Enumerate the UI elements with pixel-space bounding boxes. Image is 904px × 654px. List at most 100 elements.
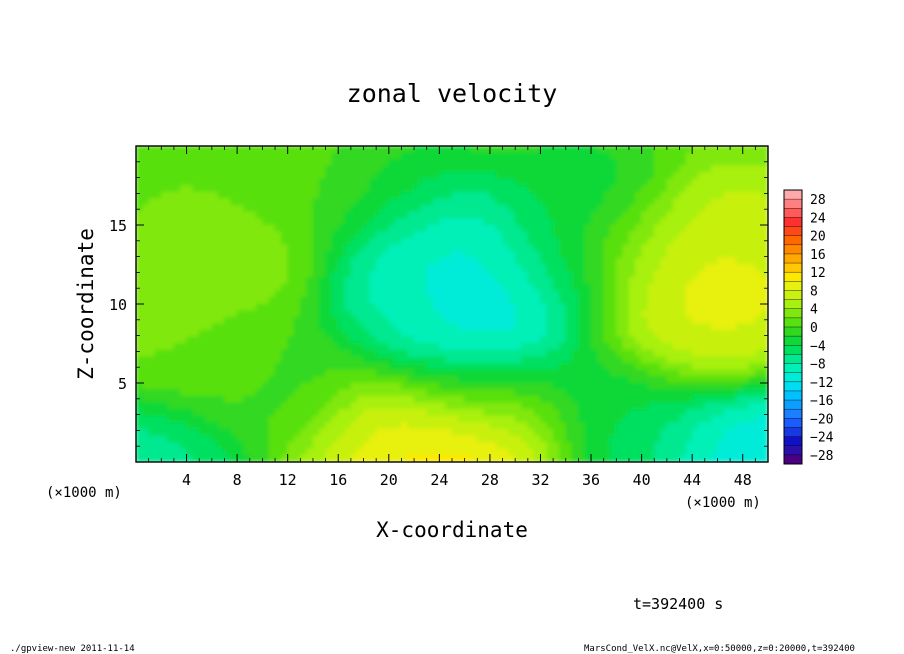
heatmap-cell [167, 204, 175, 213]
heatmap-cell [508, 441, 516, 450]
heatmap-cell [293, 211, 301, 219]
heatmap-cell [597, 310, 604, 318]
heatmap-cell [167, 237, 175, 246]
heatmap-cell [388, 428, 396, 436]
heatmap-cell [622, 422, 630, 430]
heatmap-cell [375, 336, 383, 344]
heatmap-cell [470, 277, 478, 285]
heatmap-cell [672, 448, 680, 456]
heatmap-cell [666, 336, 674, 344]
heatmap-cell [458, 198, 465, 206]
heatmap-cell [704, 178, 712, 186]
heatmap-cell [559, 415, 567, 423]
heatmap-cell [704, 152, 712, 160]
heatmap-cell [179, 389, 187, 397]
heatmap-cell [306, 435, 314, 443]
heatmap-cell [318, 448, 326, 456]
heatmap-cell [723, 441, 731, 450]
heatmap-cell [736, 204, 744, 213]
heatmap-cell [502, 237, 510, 246]
heatmap-cell [521, 382, 529, 390]
heatmap-cell [603, 191, 611, 199]
heatmap-cell [179, 231, 187, 239]
heatmap-cell [198, 270, 206, 278]
heatmap-cell [540, 395, 548, 404]
heatmap-cell [470, 165, 478, 173]
heatmap-cell [375, 277, 383, 285]
heatmap-cell [628, 330, 636, 338]
heatmap-cell [173, 310, 181, 318]
heatmap-cell [186, 211, 194, 219]
heatmap-cell [217, 178, 225, 186]
heatmap-cell [578, 277, 586, 285]
heatmap-cell [495, 231, 503, 239]
heatmap-cell [160, 204, 168, 213]
heatmap-cell [300, 224, 307, 232]
heatmap-cell [521, 402, 529, 410]
heatmap-cell [445, 257, 453, 265]
heatmap-cell [217, 198, 225, 206]
heatmap-cell [439, 382, 446, 390]
heatmap-cell [262, 428, 270, 436]
heatmap-cell [249, 323, 257, 331]
heatmap-cell [476, 224, 484, 232]
heatmap-cell [672, 369, 680, 377]
heatmap-cell [382, 224, 390, 232]
heatmap-cell [363, 310, 371, 318]
heatmap-cell [559, 330, 567, 338]
heatmap-cell [318, 330, 326, 338]
heatmap-cell [552, 237, 560, 246]
heatmap-cell [489, 211, 497, 219]
heatmap-cell [148, 244, 156, 252]
heatmap-cell [331, 441, 339, 450]
heatmap-cell [217, 441, 225, 450]
heatmap-cell [521, 244, 529, 252]
heatmap-cell [685, 402, 693, 410]
heatmap-cell [401, 395, 409, 404]
heatmap-cell [647, 330, 655, 338]
heatmap-cell [394, 204, 402, 213]
heatmap-cell [331, 310, 339, 318]
heatmap-cell [470, 237, 478, 246]
heatmap-cell [502, 330, 510, 338]
heatmap-cell [363, 389, 371, 397]
heatmap-cell [761, 316, 768, 325]
heatmap-cell [394, 409, 402, 417]
heatmap-cell [672, 376, 680, 384]
heatmap-cell [407, 376, 415, 384]
heatmap-cell [647, 237, 655, 246]
heatmap-cell [230, 389, 238, 397]
heatmap-cell [508, 330, 516, 338]
heatmap-cell [584, 343, 592, 351]
heatmap-cell [476, 336, 484, 344]
heatmap-cell [647, 362, 655, 371]
heatmap-cell [571, 349, 579, 357]
heatmap-cell [420, 441, 428, 450]
heatmap-cell [331, 376, 339, 384]
heatmap-cell [325, 455, 333, 462]
heatmap-cell [306, 277, 314, 285]
heatmap-cell [262, 330, 270, 338]
heatmap-cell [420, 283, 428, 292]
heatmap-cell [439, 178, 446, 186]
heatmap-cell [451, 257, 459, 265]
heatmap-cell [236, 178, 244, 186]
heatmap-cell [160, 270, 168, 278]
heatmap-cell [236, 455, 244, 462]
heatmap-cell [312, 349, 320, 357]
heatmap-cell [306, 211, 314, 219]
heatmap-cell [160, 435, 168, 443]
heatmap-cell [205, 224, 213, 232]
heatmap-cell [458, 435, 465, 443]
heatmap-cell [350, 455, 358, 462]
heatmap-cell [559, 218, 567, 226]
heatmap-cell [413, 303, 421, 311]
heatmap-cell [148, 224, 156, 232]
heatmap-cell [142, 198, 149, 206]
heatmap-cell [375, 415, 383, 423]
heatmap-cell [356, 152, 364, 160]
heatmap-cell [761, 237, 768, 246]
heatmap-cell [388, 283, 396, 292]
heatmap-cell [432, 422, 440, 430]
heatmap-cell [445, 422, 453, 430]
